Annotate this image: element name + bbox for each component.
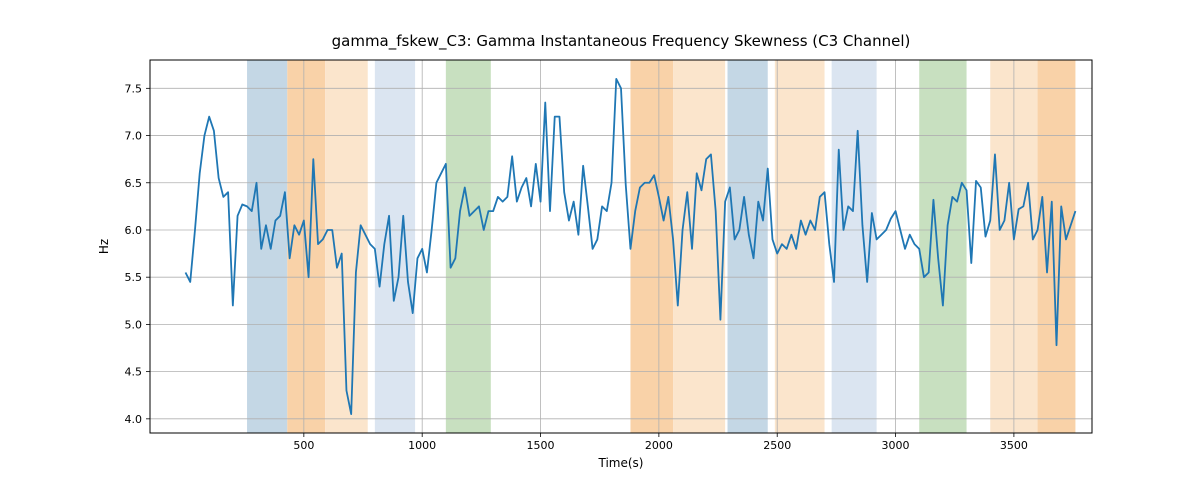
y-axis-label: Hz <box>97 239 111 254</box>
chart-title: gamma_fskew_C3: Gamma Instantaneous Freq… <box>332 32 911 51</box>
x-tick-label: 500 <box>293 439 314 452</box>
band <box>728 60 768 433</box>
band <box>919 60 966 433</box>
y-tick-label: 6.0 <box>125 224 143 237</box>
chart-svg: 4.0 4.5 5.0 5.5 6.0 6.5 7.0 7.5 500 1000 1500 2000 2… <box>0 0 1200 500</box>
band <box>446 60 491 433</box>
x-tick-label: 3000 <box>882 439 910 452</box>
x-axis-label: Time(s) <box>598 456 644 470</box>
band <box>1038 60 1076 433</box>
y-tick-label: 5.0 <box>125 318 143 331</box>
x-tick-label: 2500 <box>763 439 791 452</box>
band <box>375 60 415 433</box>
y-tick-label: 7.0 <box>125 130 143 143</box>
y-tick-label: 4.0 <box>125 413 143 426</box>
x-tick-label: 3500 <box>1000 439 1028 452</box>
y-tick-label: 7.5 <box>125 82 143 95</box>
x-tick-label: 1000 <box>408 439 436 452</box>
y-tick-label: 5.5 <box>125 271 143 284</box>
x-tick-label: 1500 <box>527 439 555 452</box>
y-tick-label: 6.5 <box>125 177 143 190</box>
band <box>775 60 825 433</box>
band <box>630 60 673 433</box>
chart-container: 4.0 4.5 5.0 5.5 6.0 6.5 7.0 7.5 500 1000 1500 2000 2… <box>0 0 1200 500</box>
y-tick-label: 4.5 <box>125 366 143 379</box>
x-tick-label: 2000 <box>645 439 673 452</box>
band <box>247 60 287 433</box>
